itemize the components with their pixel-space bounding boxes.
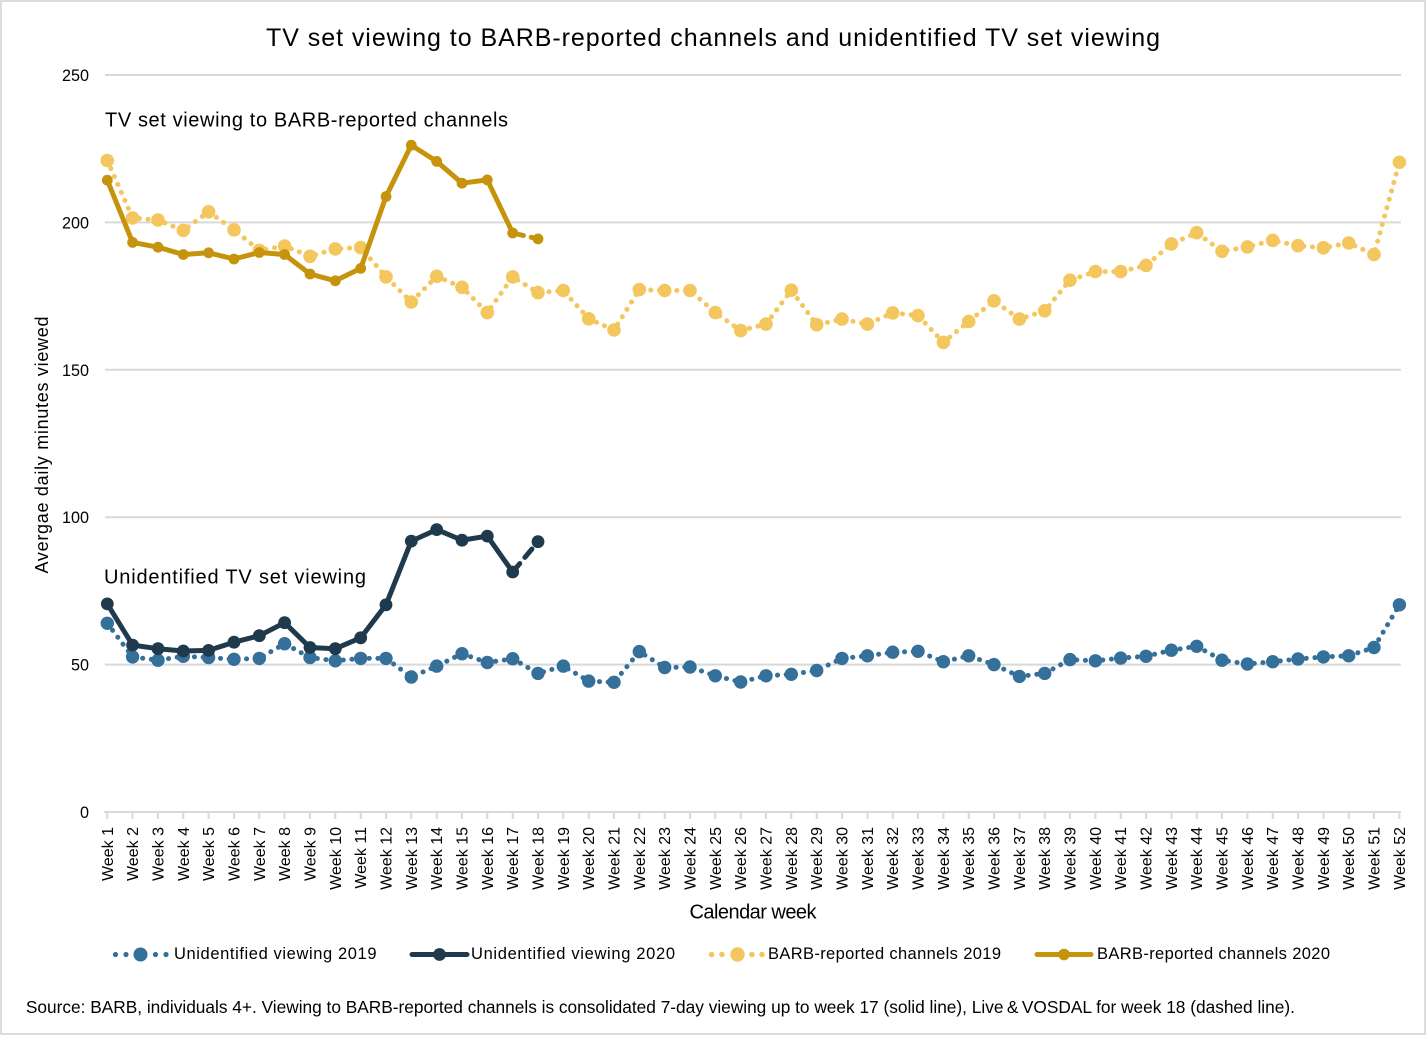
svg-text:Week 25: Week 25 xyxy=(708,827,725,890)
svg-text:Week 13: Week 13 xyxy=(404,827,421,890)
svg-text:Week 14: Week 14 xyxy=(429,827,446,890)
svg-text:Week 32: Week 32 xyxy=(885,827,902,890)
svg-text:Week 33: Week 33 xyxy=(911,827,928,890)
svg-text:Week 9: Week 9 xyxy=(303,827,320,881)
svg-text:Calendar week: Calendar week xyxy=(690,902,818,924)
svg-text:Week 50: Week 50 xyxy=(1341,827,1358,890)
svg-text:Week 4: Week 4 xyxy=(176,827,193,881)
svg-text:Week 27: Week 27 xyxy=(759,827,776,890)
svg-text:Week 46: Week 46 xyxy=(1240,827,1257,890)
svg-text:Week 37: Week 37 xyxy=(1012,827,1029,890)
svg-text:Week 29: Week 29 xyxy=(809,827,826,890)
svg-text:Week 22: Week 22 xyxy=(632,827,649,890)
svg-text:Week 35: Week 35 xyxy=(961,827,978,890)
svg-text:Week 48: Week 48 xyxy=(1291,827,1308,890)
svg-text:Week 43: Week 43 xyxy=(1164,827,1181,890)
svg-text:Week 38: Week 38 xyxy=(1037,827,1054,890)
svg-text:Week 16: Week 16 xyxy=(480,827,497,890)
svg-text:Week 1: Week 1 xyxy=(100,827,117,881)
svg-text:Week 5: Week 5 xyxy=(201,827,218,881)
svg-text:Week 6: Week 6 xyxy=(227,827,244,881)
svg-text:Week 10: Week 10 xyxy=(328,827,345,890)
svg-text:Week 34: Week 34 xyxy=(936,827,953,890)
svg-text:Week 18: Week 18 xyxy=(531,827,548,890)
svg-text:Week 24: Week 24 xyxy=(683,827,700,890)
svg-text:100: 100 xyxy=(62,509,89,527)
svg-text:150: 150 xyxy=(62,362,89,380)
svg-text:Week 49: Week 49 xyxy=(1316,827,1333,890)
svg-text:Week 44: Week 44 xyxy=(1189,827,1206,890)
svg-text:Week 20: Week 20 xyxy=(581,827,598,890)
svg-text:Week 3: Week 3 xyxy=(151,827,168,881)
svg-text:Week 40: Week 40 xyxy=(1088,827,1105,890)
svg-text:Week 42: Week 42 xyxy=(1139,827,1156,890)
svg-text:TV set viewing to BARB-reporte: TV set viewing to BARB-reported channels… xyxy=(266,24,1160,52)
svg-text:Unidentified TV set viewing: Unidentified TV set viewing xyxy=(104,567,366,589)
svg-text:Week 12: Week 12 xyxy=(379,827,396,890)
svg-text:Week 45: Week 45 xyxy=(1215,827,1232,890)
svg-text:Avergae daily minutes viewed: Avergae daily minutes viewed xyxy=(32,317,52,574)
svg-text:250: 250 xyxy=(62,67,89,85)
svg-text:Week 31: Week 31 xyxy=(860,827,877,890)
svg-text:Week 39: Week 39 xyxy=(1063,827,1080,890)
svg-text:Week 8: Week 8 xyxy=(277,827,294,881)
svg-text:50: 50 xyxy=(71,657,89,675)
svg-text:200: 200 xyxy=(62,214,89,232)
svg-text:Week 11: Week 11 xyxy=(353,827,370,889)
svg-text:Source: BARB, individuals 4+.: Source: BARB, individuals 4+. Viewing to… xyxy=(26,997,1295,1017)
svg-text:Week 36: Week 36 xyxy=(987,827,1004,890)
svg-text:Week 30: Week 30 xyxy=(835,827,852,890)
svg-text:Unidentified viewing 2019: Unidentified viewing 2019 xyxy=(174,945,377,963)
svg-text:BARB-reported channels 2020: BARB-reported channels 2020 xyxy=(1097,945,1330,963)
svg-text:Week 23: Week 23 xyxy=(657,827,674,890)
svg-text:BARB-reported channels 2019: BARB-reported channels 2019 xyxy=(768,945,1001,963)
svg-text:Unidentified viewing 2020: Unidentified viewing 2020 xyxy=(471,945,675,963)
svg-text:Week 41: Week 41 xyxy=(1113,827,1130,890)
svg-text:TV set viewing to BARB-reporte: TV set viewing to BARB-reported channels xyxy=(105,110,508,132)
svg-text:Week 26: Week 26 xyxy=(733,827,750,890)
svg-text:Week 17: Week 17 xyxy=(505,827,522,890)
svg-text:Week 2: Week 2 xyxy=(125,827,142,881)
svg-text:Week 52: Week 52 xyxy=(1392,827,1409,890)
svg-text:Week 51: Week 51 xyxy=(1367,827,1384,890)
svg-text:Week 19: Week 19 xyxy=(556,827,573,890)
svg-text:Week 7: Week 7 xyxy=(252,827,269,881)
svg-text:Week 21: Week 21 xyxy=(607,827,624,890)
svg-text:Week 15: Week 15 xyxy=(455,827,472,890)
svg-text:0: 0 xyxy=(80,804,89,822)
svg-text:Week 47: Week 47 xyxy=(1265,827,1282,890)
svg-text:Week 28: Week 28 xyxy=(784,827,801,890)
